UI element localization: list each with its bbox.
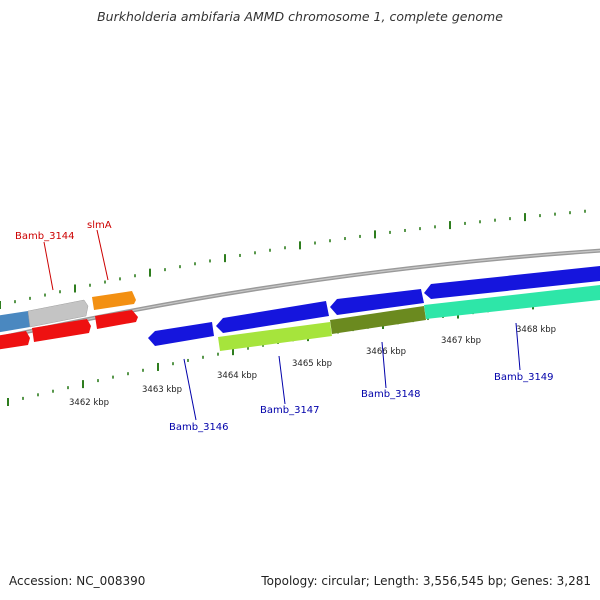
gene-red-1[interactable] (0, 331, 30, 350)
gene-red-3[interactable] (95, 310, 138, 329)
gene-label-bamb-3146[interactable]: Bamb_3146 (169, 422, 229, 433)
gene-blue-upper-2[interactable] (330, 289, 424, 315)
gene-bamb-3144[interactable] (27, 299, 89, 328)
accession-text: Accession: NC_008390 (9, 574, 146, 588)
gene-bamb-3146[interactable] (148, 322, 214, 346)
gene-label-slma[interactable]: slmA (87, 220, 112, 231)
gene-bamb-3149[interactable] (424, 285, 600, 319)
gene-blue-upper-1[interactable] (216, 301, 329, 333)
gene-blue-upper-3[interactable] (424, 266, 600, 299)
gene-label-bamb-3149[interactable]: Bamb_3149 (494, 372, 554, 383)
map-title: Burkholderia ambifaria AMMD chromosome 1… (97, 9, 503, 24)
tick-label: 3462 kbp (69, 398, 109, 408)
tick-label: 3466 kbp (366, 347, 406, 357)
gene-label-bamb-3148[interactable]: Bamb_3148 (361, 389, 421, 400)
gene-red-2[interactable] (32, 319, 91, 342)
gene-steel[interactable] (0, 311, 30, 333)
tick-label: 3464 kbp (217, 371, 257, 381)
gene-bamb-3148[interactable] (330, 306, 426, 334)
gene-label-bamb-3147[interactable]: Bamb_3147 (260, 405, 320, 416)
gene-slma[interactable] (92, 291, 136, 310)
reverse-strand-genes (148, 266, 600, 351)
tick-label: 3465 kbp (292, 359, 332, 369)
forward-strand-genes (0, 291, 138, 350)
tick-label: 3463 kbp (142, 385, 182, 395)
outer-tick-ring (0, 209, 586, 309)
tick-label: 3467 kbp (441, 336, 481, 346)
gene-labels: Bamb_3144 slmA Bamb_3146 Bamb_3147 Bamb_… (15, 220, 554, 433)
gene-bamb-3147[interactable] (218, 322, 332, 351)
gene-label-bamb-3144[interactable]: Bamb_3144 (15, 231, 75, 242)
tick-labels: 3462 kbp 3463 kbp 3464 kbp 3465 kbp 3466… (69, 325, 556, 408)
tick-label: 3468 kbp (516, 325, 556, 335)
label-leaders (43, 229, 521, 421)
genome-summary-text: Topology: circular; Length: 3,556,545 bp… (261, 574, 591, 588)
